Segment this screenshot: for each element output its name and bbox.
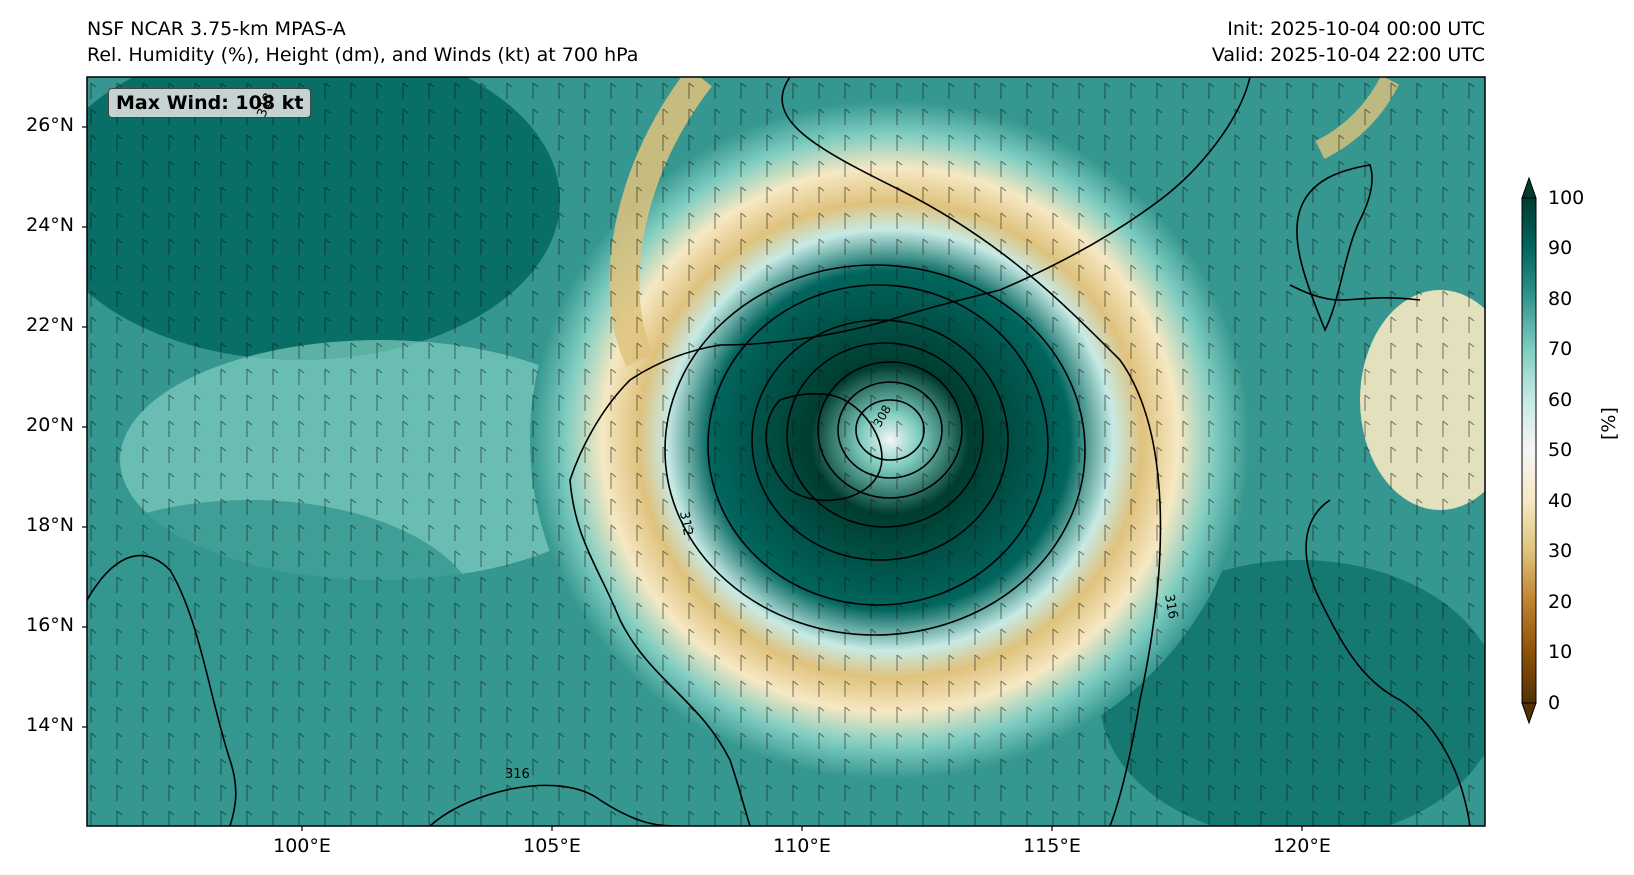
lon-tick-label: 120°E xyxy=(1273,835,1331,857)
colorbar-tick-label: 70 xyxy=(1548,338,1573,360)
colorbar-tick-label: 60 xyxy=(1548,389,1573,411)
lat-tick-label: 22°N xyxy=(26,314,74,336)
map-frame xyxy=(86,76,1486,827)
init-time: Init: 2025-10-04 00:00 UTC xyxy=(1227,18,1485,40)
lat-tick-label: 14°N xyxy=(26,714,74,736)
colorbar xyxy=(1521,176,1537,725)
lat-tick-label: 26°N xyxy=(26,114,74,136)
lon-ticks xyxy=(301,826,1303,831)
colorbar-tick-label: 80 xyxy=(1548,288,1573,310)
wind-barbs xyxy=(87,77,1485,826)
lon-tick-label: 105°E xyxy=(523,835,581,857)
lon-tick-label: 110°E xyxy=(773,835,831,857)
lat-tick-label: 20°N xyxy=(26,414,74,436)
colorbar-tick-label: 40 xyxy=(1548,490,1573,512)
colorbar-tick-label: 100 xyxy=(1548,187,1585,209)
lon-tick-label: 115°E xyxy=(1023,835,1081,857)
lon-tick-label: 100°E xyxy=(273,835,331,857)
colorbar-tick-label: 90 xyxy=(1548,237,1573,259)
colorbar-unit-label: [%] xyxy=(1598,407,1620,440)
lat-ticks xyxy=(82,126,87,728)
coastlines xyxy=(87,77,1471,826)
lat-tick-label: 16°N xyxy=(26,614,74,636)
colorbar-tick-label: 50 xyxy=(1548,439,1573,461)
model-title: NSF NCAR 3.75-km MPAS-A xyxy=(87,18,346,40)
valid-time: Valid: 2025-10-04 22:00 UTC xyxy=(1211,44,1485,66)
lat-tick-label: 18°N xyxy=(26,514,74,536)
colorbar-tick-label: 20 xyxy=(1548,591,1573,613)
colorbar-tick-label: 10 xyxy=(1548,641,1573,663)
height-contours xyxy=(429,77,1421,826)
max-wind-annotation: Max Wind: 108 kt xyxy=(108,88,312,118)
time-block: Init: 2025-10-04 00:00 UTC Valid: 2025-1… xyxy=(1212,16,1485,68)
colorbar-tick-label: 30 xyxy=(1548,540,1573,562)
colorbar-tick-label: 0 xyxy=(1548,692,1561,714)
title-block: NSF NCAR 3.75-km MPAS-A Rel. Humidity (%… xyxy=(87,16,638,68)
lat-tick-label: 24°N xyxy=(26,214,74,236)
field-title: Rel. Humidity (%), Height (dm), and Wind… xyxy=(87,44,639,66)
